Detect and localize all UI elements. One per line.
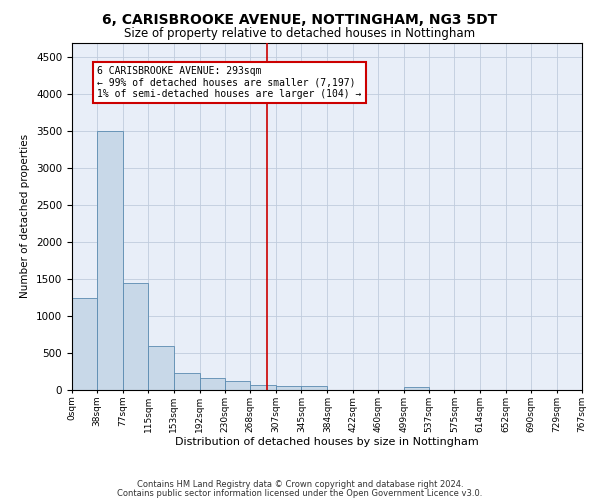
Text: 6, CARISBROOKE AVENUE, NOTTINGHAM, NG3 5DT: 6, CARISBROOKE AVENUE, NOTTINGHAM, NG3 5…	[103, 12, 497, 26]
X-axis label: Distribution of detached houses by size in Nottingham: Distribution of detached houses by size …	[175, 438, 479, 448]
Bar	[148, 346, 174, 390]
Bar	[301, 386, 328, 390]
Bar	[123, 283, 148, 390]
Text: Size of property relative to detached houses in Nottingham: Size of property relative to detached ho…	[124, 28, 476, 40]
Text: Contains HM Land Registry data © Crown copyright and database right 2024.: Contains HM Land Registry data © Crown c…	[137, 480, 463, 489]
Bar	[174, 373, 200, 390]
Bar	[404, 386, 429, 390]
Bar	[72, 298, 97, 390]
Bar	[97, 131, 123, 390]
Bar	[276, 386, 301, 390]
Bar	[225, 381, 250, 390]
Y-axis label: Number of detached properties: Number of detached properties	[20, 134, 31, 298]
Text: 6 CARISBROOKE AVENUE: 293sqm
← 99% of detached houses are smaller (7,197)
1% of : 6 CARISBROOKE AVENUE: 293sqm ← 99% of de…	[97, 66, 362, 100]
Text: Contains public sector information licensed under the Open Government Licence v3: Contains public sector information licen…	[118, 489, 482, 498]
Bar	[250, 385, 276, 390]
Bar	[200, 378, 225, 390]
